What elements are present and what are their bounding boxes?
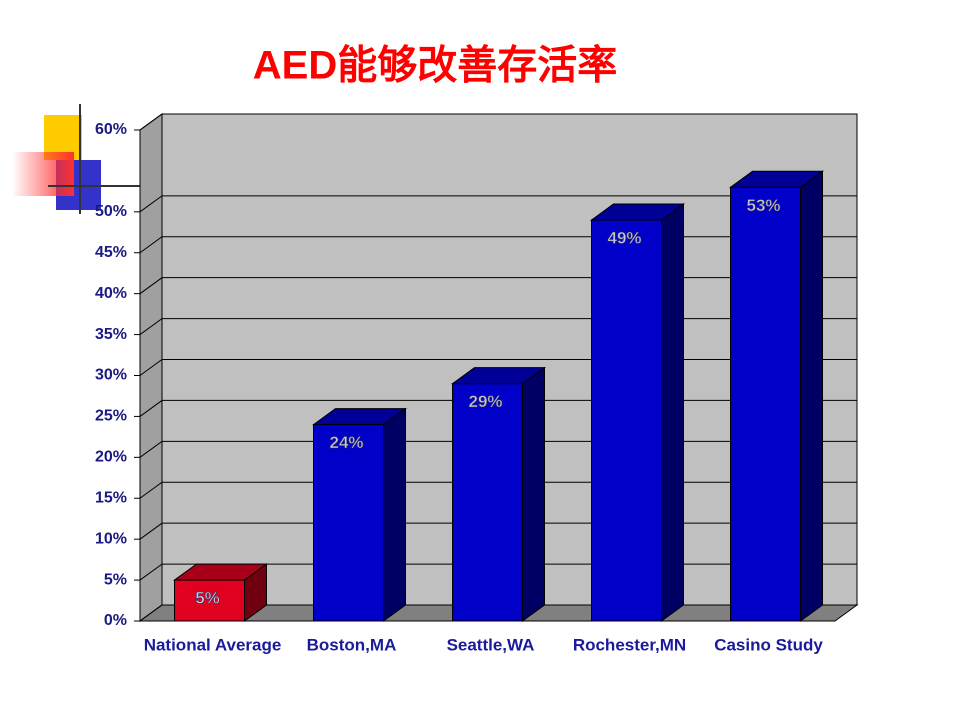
bar-front: [591, 219, 662, 622]
y-tick-label: 45%: [95, 244, 127, 261]
value-label: 24%: [329, 433, 363, 452]
y-tick-label: 5%: [104, 571, 127, 588]
bar-front: [452, 383, 523, 622]
y-tick-label: 25%: [95, 408, 127, 425]
y-tick-label: 40%: [95, 285, 127, 302]
value-label: 5%: [195, 589, 220, 608]
value-label: 49%: [607, 229, 641, 248]
y-tick-label: 20%: [95, 449, 127, 466]
grid-line: [139, 195, 857, 213]
y-tick-label: 30%: [95, 367, 127, 384]
bar-side: [522, 366, 545, 622]
decoration: [12, 104, 160, 214]
y-tick-label: 10%: [95, 530, 127, 547]
bar: [728, 170, 825, 622]
x-tick-label: Casino Study: [714, 635, 823, 654]
y-tick-label: 0%: [104, 612, 127, 629]
bar: [172, 563, 269, 622]
value-label: 29%: [468, 392, 502, 411]
value-label: 53%: [746, 196, 780, 215]
bar: [589, 203, 686, 622]
x-tick-label: Boston,MA: [307, 635, 397, 654]
bar-front: [174, 579, 245, 622]
y-tick-label: 60%: [95, 121, 127, 138]
bar-side: [800, 170, 823, 622]
bar: [311, 407, 408, 622]
bar-side: [383, 407, 406, 622]
bar: [450, 366, 547, 622]
x-tick-label: Rochester,MN: [573, 635, 686, 654]
bar-front: [730, 186, 801, 622]
x-tick-label: National Average: [144, 635, 282, 654]
grid-line: [139, 113, 857, 131]
plot: 0% 5% 10% 15% 20% 25% 30% 35% 40% 45% 50% 60% Nation…: [95, 113, 859, 654]
bar-front: [313, 424, 384, 622]
chart-title: AED能够改善存活率: [253, 44, 617, 88]
y-tick-label: 35%: [95, 326, 127, 343]
x-tick-label: Seattle,WA: [447, 635, 535, 654]
y-tick-label: 50%: [95, 203, 127, 220]
y-tick-label: 15%: [95, 489, 127, 506]
bar-side: [661, 203, 684, 622]
